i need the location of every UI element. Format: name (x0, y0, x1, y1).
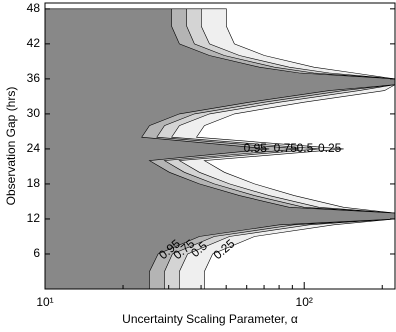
y-tick-label: 48 (27, 1, 41, 15)
contour-label: 0.75 (274, 141, 298, 155)
contour-label: 0.25 (318, 141, 342, 155)
y-tick-label: 6 (33, 246, 40, 260)
contour-label: 0.5 (297, 141, 314, 155)
y-tick-label: 18 (27, 176, 41, 190)
y-tick-label: 12 (27, 211, 41, 225)
y-tick-label: 30 (27, 106, 41, 120)
y-axis-label: Observation Gap (hrs) (4, 87, 18, 206)
plot-frame (44, 2, 396, 290)
y-tick-label: 36 (27, 71, 41, 85)
x-tick-label: 10² (296, 295, 313, 309)
x-axis-label: Uncertainty Scaling Parameter, α (122, 312, 298, 326)
contour-label: 0.95 (244, 141, 268, 155)
x-tick-label: 10¹ (36, 295, 53, 309)
plot-area: 0.250.250.50.50.750.750.950.95 (45, 8, 395, 289)
y-tick-label: 24 (27, 141, 41, 155)
y-tick-label: 42 (27, 36, 41, 50)
contour-region (45, 8, 395, 289)
